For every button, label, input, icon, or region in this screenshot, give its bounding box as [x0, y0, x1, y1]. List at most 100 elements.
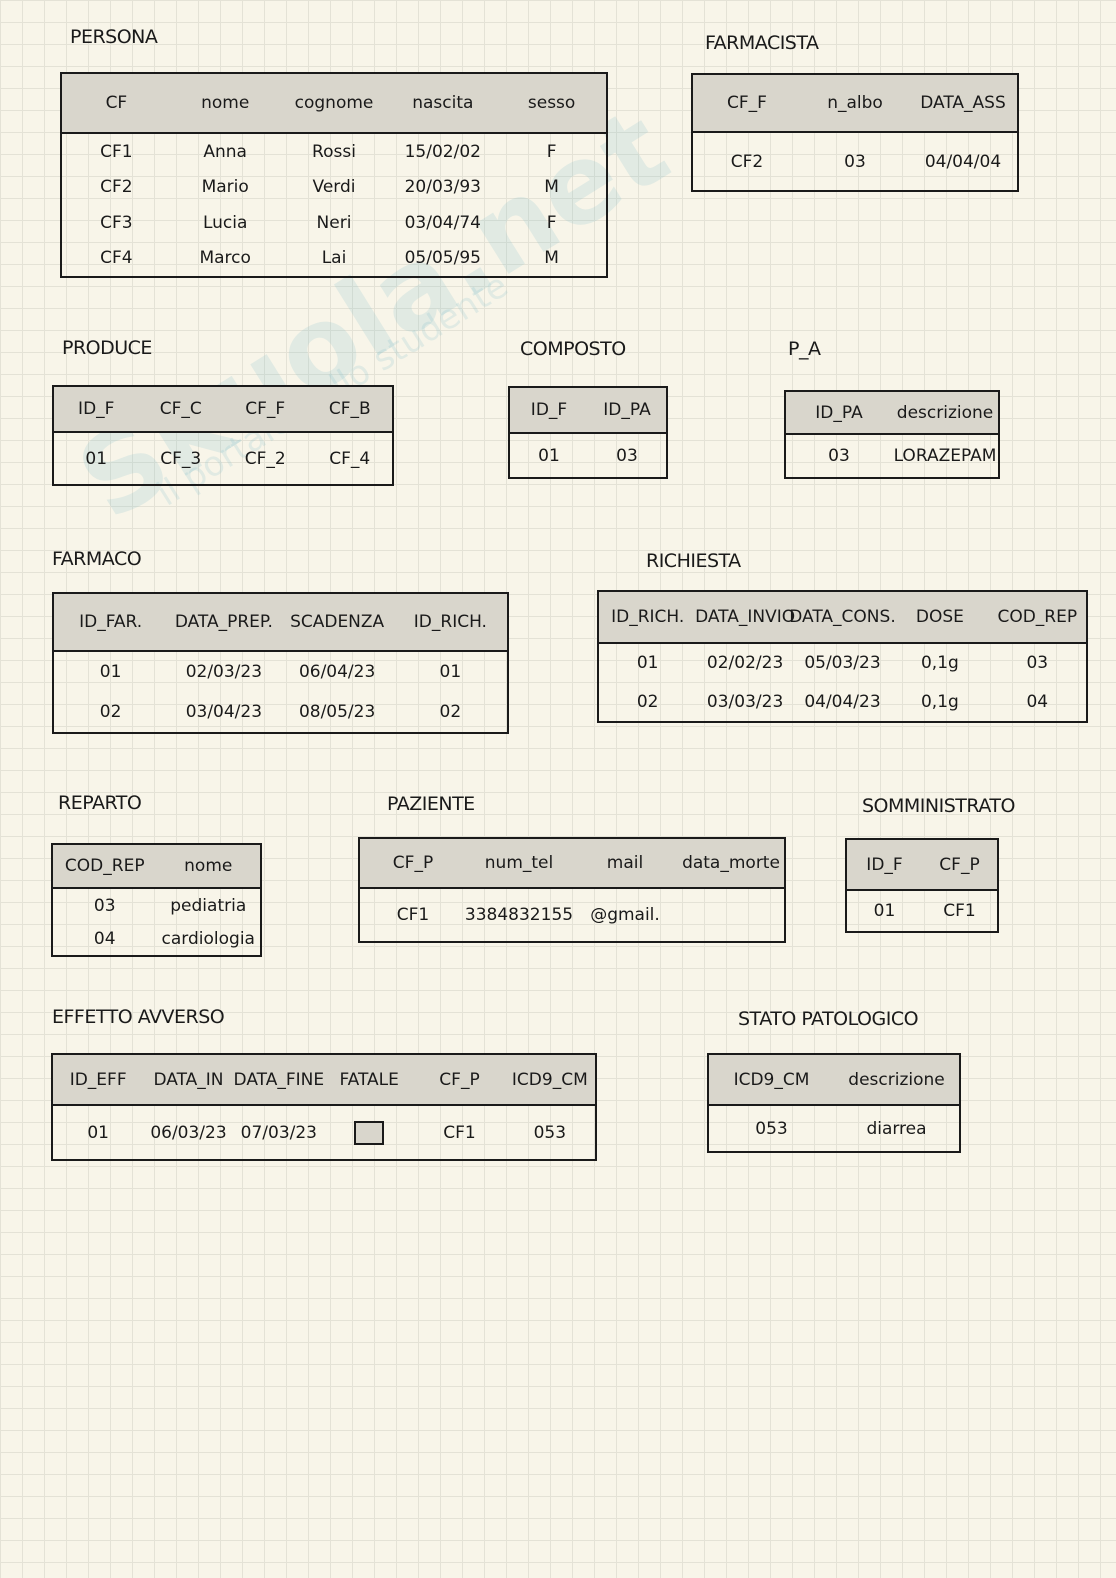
table-cell: Rossi	[312, 141, 356, 162]
table-cell: 01	[636, 653, 659, 674]
table-cell: 053	[755, 1118, 788, 1139]
table-title: PRODUCE	[62, 337, 152, 359]
column-header: DATA_CONS.	[789, 607, 896, 627]
column-header: FATALE	[339, 1069, 399, 1090]
table-cell: 01	[85, 448, 108, 469]
table-cell: CF3	[100, 212, 133, 233]
table-title: COMPOSTO	[520, 338, 626, 360]
table-cell: 04/04/23	[804, 691, 881, 712]
table-cell: 3384832155	[464, 905, 574, 925]
table-cell: 01	[99, 662, 122, 682]
table: CF_F n_albo DATA_ASS CF2 03 04/04/04	[691, 73, 1019, 192]
table-cell: 03/03/23	[706, 691, 784, 712]
table-cell: 06/03/23	[150, 1122, 227, 1143]
table-cell: 08/05/23	[298, 702, 376, 722]
column-header: SCADENZA	[290, 612, 385, 632]
table-cell: 02	[636, 691, 659, 712]
table-cell: 03	[616, 445, 638, 466]
table-header	[53, 845, 260, 889]
table-cell: diarrea	[866, 1118, 927, 1139]
table-header	[847, 840, 997, 891]
table: ID_F ID_PA 01 03	[508, 386, 668, 479]
table-cell: 01	[87, 1122, 109, 1143]
column-header: ID_PA	[603, 400, 651, 420]
table-cell: 03	[1026, 653, 1049, 674]
column-header: descrizione	[896, 402, 994, 423]
table-cell: 05/05/95	[404, 248, 481, 269]
table-cell: Lai	[321, 248, 347, 269]
column-header: data_morte	[682, 853, 780, 873]
table-cell: @gmail.	[590, 905, 660, 925]
table-cell: 053	[533, 1122, 567, 1143]
table-cell: 01	[439, 662, 462, 682]
table-cell: Lucia	[202, 212, 248, 233]
table-title: RICHIESTA	[646, 550, 741, 572]
table-cell: CF_3	[160, 448, 202, 469]
table: ID_EFF DATA_IN DATA_FINE FATALE CF_P ICD9_CM 0…	[51, 1053, 597, 1161]
table-cell: 01	[538, 445, 560, 466]
column-header: ID_RICH.	[413, 612, 487, 632]
column-header: COD_REP	[64, 856, 145, 876]
table-cell: CF1	[396, 905, 430, 925]
table-cell: 03	[844, 151, 866, 172]
table: CF nome cognome nascita sesso CF1 Anna Rossi 15/…	[60, 72, 608, 278]
table-cell: CF_4	[329, 448, 371, 469]
table-cell: 04/04/04	[924, 151, 1002, 172]
table: CF_P num_tel mail data_morte CF1 3384832155 @g…	[358, 837, 786, 943]
table-cell: CF1	[943, 901, 976, 921]
table-title: PERSONA	[70, 26, 158, 48]
column-header: nome	[184, 856, 233, 876]
table-cell: M	[544, 177, 559, 198]
table-cell: CF1	[443, 1122, 476, 1143]
table-header	[360, 839, 784, 889]
table-cell: 03/04/23	[185, 702, 263, 722]
table-cell: Neri	[316, 212, 352, 233]
table-cell: 0,1g	[920, 691, 959, 712]
table-cell: 03/04/74	[404, 212, 481, 233]
column-header: ID_RICH.	[611, 607, 685, 627]
table-header	[54, 594, 507, 652]
table-title: SOMMINISTRATO	[862, 795, 1015, 817]
table-header	[510, 388, 666, 434]
table-title: REPARTO	[58, 792, 142, 814]
column-header: CF_P	[439, 1069, 480, 1090]
table-cell: Anna	[203, 141, 247, 162]
table-cell: CF_2	[244, 448, 286, 469]
column-header: nascita	[412, 93, 474, 113]
table-title: STATO PATOLOGICO	[738, 1008, 919, 1030]
table-cell: 03	[93, 895, 116, 916]
table: ID_F CF_C CF_F CF_B 01 CF_3 CF_2 CF_4	[52, 385, 394, 486]
table-cell: 01	[873, 901, 896, 921]
column-header: ID_PA	[815, 402, 863, 423]
column-header: ID_FAR.	[79, 612, 143, 632]
table-cell: 02	[99, 702, 122, 722]
column-header: CF_P	[392, 853, 434, 873]
table-cell: 03	[828, 446, 850, 466]
column-header: DATA_INVIO	[695, 607, 796, 627]
table-title: P_A	[788, 338, 821, 360]
table-header	[693, 75, 1017, 133]
table-header	[53, 1055, 595, 1106]
column-header: COD_REP	[997, 607, 1078, 627]
column-header: num_tel	[484, 853, 554, 873]
column-header: ID_F	[78, 399, 115, 419]
table-cell: LORAZEPAM	[893, 446, 997, 466]
table-cell: M	[544, 248, 559, 269]
table-cell: 20/03/93	[404, 177, 481, 198]
column-header: CF_F	[245, 399, 286, 419]
table-cell: 02	[439, 702, 462, 722]
table: ID_PA descrizione 03 LORAZEPAM	[784, 390, 1000, 479]
table-header	[62, 74, 606, 134]
column-header: CF_F	[727, 93, 767, 113]
table-cell: 07/03/23	[240, 1122, 318, 1143]
table: ID_F CF_P 01 CF1	[845, 838, 999, 933]
table-cell: cardiologia	[161, 928, 255, 949]
column-header: CF	[105, 93, 128, 113]
column-header: ID_EFF	[69, 1069, 127, 1090]
column-header: CF_C	[159, 399, 202, 419]
column-header: n_albo	[827, 93, 883, 113]
table-cell: Marco	[199, 248, 251, 269]
column-header: CF_P	[939, 854, 980, 875]
table-cell: 15/02/02	[404, 141, 481, 162]
